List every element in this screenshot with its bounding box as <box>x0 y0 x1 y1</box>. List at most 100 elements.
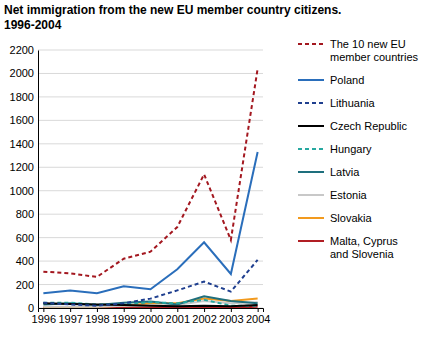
y-tick-label: 2000 <box>10 67 34 79</box>
grid <box>38 50 263 308</box>
legend-label: Slovakia <box>330 212 372 224</box>
legend-label: Malta, Cyprusand Slovenia <box>330 235 398 260</box>
grid-line <box>38 214 263 215</box>
grid-line <box>38 237 263 238</box>
grid-line <box>38 143 263 144</box>
legend-swatch <box>298 194 324 196</box>
x-tick: 2001 <box>166 308 190 325</box>
legend-item: Latvia <box>298 166 360 178</box>
legend-swatch <box>298 125 324 127</box>
legend-swatch <box>298 171 324 173</box>
grid-line <box>38 120 263 121</box>
x-tick: 2003 <box>219 308 243 325</box>
legend-swatch <box>298 43 324 45</box>
legend-swatch <box>298 102 324 104</box>
y-tick: 1000 <box>10 185 38 197</box>
legend-label: Latvia <box>330 166 360 178</box>
legend-label: Czech Republic <box>330 120 408 132</box>
series-line <box>43 303 257 306</box>
legend-swatch <box>298 79 324 81</box>
title-group: Net immigration from the new EU member c… <box>4 3 341 32</box>
grid-line <box>38 261 263 262</box>
y-tick: 1600 <box>10 114 38 126</box>
legend-swatch <box>298 148 324 150</box>
legend-item: Poland <box>298 74 364 86</box>
x-tick-mark <box>97 308 98 312</box>
grid-line <box>38 190 263 191</box>
x-tick: 1998 <box>85 308 109 325</box>
x-axis: 199619971998199920002001200220032004 <box>32 308 271 325</box>
y-tick-label: 200 <box>16 279 34 291</box>
legend: The 10 new EUmember countries Poland Lithu… <box>298 38 419 260</box>
x-tick: 2004 <box>246 308 270 325</box>
x-tick-label: 1996 <box>32 313 56 325</box>
x-tick-label: 1999 <box>112 313 136 325</box>
y-tick-label: 1200 <box>10 161 34 173</box>
legend-label: Hungary <box>330 143 372 155</box>
x-tick: 2000 <box>139 308 163 325</box>
grid-line <box>38 167 263 168</box>
x-tick-mark <box>258 308 259 312</box>
y-tick: 800 <box>16 208 38 220</box>
x-tick: 1999 <box>112 308 136 325</box>
grid-line <box>38 96 263 97</box>
x-tick-mark <box>124 308 125 312</box>
legend-item: Malta, Cyprusand Slovenia <box>298 235 398 260</box>
grid-line <box>38 50 263 51</box>
y-tick-label: 2200 <box>10 44 34 56</box>
legend-label: Poland <box>330 74 364 86</box>
x-axis-line <box>39 309 264 313</box>
legend-item: Slovakia <box>298 212 372 224</box>
legend-label: Estonia <box>330 189 368 201</box>
x-tick-mark <box>177 308 178 312</box>
x-tick-mark <box>231 308 232 312</box>
y-tick: 200 <box>16 279 38 291</box>
y-tick-label: 800 <box>16 208 34 220</box>
lines <box>43 69 257 308</box>
y-tick-label: 400 <box>16 255 34 267</box>
legend-item: The 10 new EUmember countries <box>298 38 419 63</box>
y-tick: 600 <box>16 232 38 244</box>
x-tick-label: 2004 <box>246 313 270 325</box>
series-line <box>43 300 257 306</box>
legend-item: Czech Republic <box>298 120 408 132</box>
legend-item: Lithuania <box>298 97 376 109</box>
x-tick-mark <box>70 308 71 312</box>
x-tick-label: 1997 <box>58 313 82 325</box>
legend-label: Lithuania <box>330 97 376 109</box>
x-tick: 1997 <box>58 308 82 325</box>
y-tick-label: 1400 <box>10 138 34 150</box>
grid-line <box>38 284 263 285</box>
y-tick: 1400 <box>10 138 38 150</box>
x-tick-label: 2000 <box>139 313 163 325</box>
y-tick: 1800 <box>10 91 38 103</box>
y-tick-label: 1600 <box>10 114 34 126</box>
series-line <box>43 69 257 277</box>
series-line <box>43 152 257 293</box>
chart: Net immigration from the new EU member c… <box>0 0 425 358</box>
x-tick-label: 2002 <box>192 313 216 325</box>
y-tick: 1200 <box>10 161 38 173</box>
y-tick-label: 1000 <box>10 185 34 197</box>
legend-item: Estonia <box>298 189 368 201</box>
y-tick-label: 1800 <box>10 91 34 103</box>
title: Net immigration from the new EU member c… <box>4 3 341 17</box>
subtitle: 1996-2004 <box>4 18 62 32</box>
x-tick-mark <box>43 308 44 312</box>
x-tick-label: 1998 <box>85 313 109 325</box>
x-tick-mark <box>151 308 152 312</box>
y-tick: 2200 <box>10 44 38 56</box>
x-tick-mark <box>204 308 205 312</box>
y-axis-line <box>38 51 39 309</box>
legend-swatch <box>298 217 324 219</box>
legend-label: The 10 new EUmember countries <box>330 38 419 63</box>
grid-line <box>38 73 263 74</box>
y-tick-label: 600 <box>16 232 34 244</box>
x-tick: 2002 <box>192 308 216 325</box>
y-axis: 0200400600800100012001400160018002000220… <box>10 44 39 314</box>
legend-swatch <box>298 240 324 242</box>
x-tick: 1996 <box>32 308 56 325</box>
x-tick-label: 2003 <box>219 313 243 325</box>
x-tick-label: 2001 <box>166 313 190 325</box>
y-tick: 400 <box>16 255 38 267</box>
